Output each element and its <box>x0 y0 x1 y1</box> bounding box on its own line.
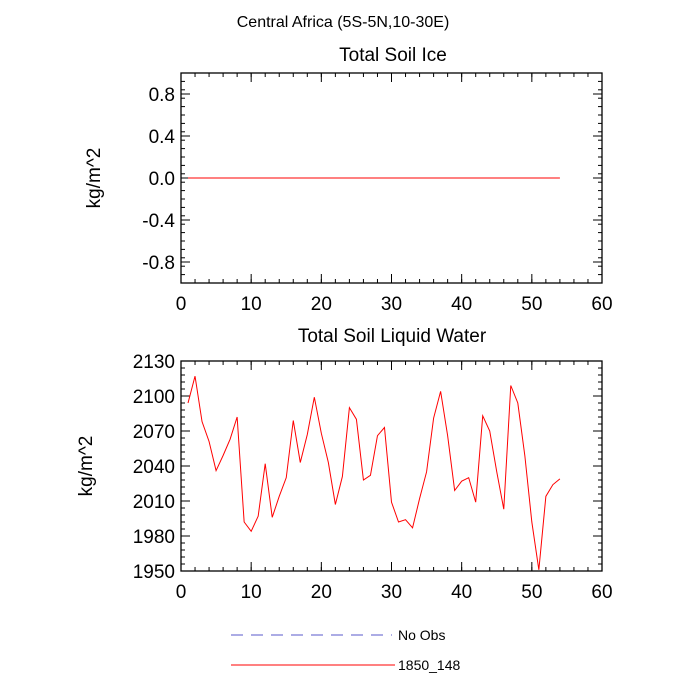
panel-total-soil-liquid-water: Total Soil Liquid Water kg/m^2 0 10 20 30 40… <box>76 326 613 603</box>
y-tick-label: 0.8 <box>149 85 175 106</box>
y-tick-label: 1950 <box>133 562 175 583</box>
y-tick-label: -0.4 <box>142 211 175 232</box>
x-tick-label: 0 <box>176 294 187 315</box>
x-tick-label: 10 <box>241 582 262 603</box>
panel-title: Total Soil Liquid Water <box>298 326 487 347</box>
y-tick-label: 2100 <box>133 387 175 408</box>
x-tick-label: 40 <box>451 582 472 603</box>
legend-label-no-obs: No Obs <box>398 627 445 643</box>
series-line-1850-148 <box>187 376 561 570</box>
x-tick-label: 20 <box>311 582 332 603</box>
axis-ticks: 0 10 20 30 40 50 60 -0.8 -0.4 0.0 0.4 0.8 <box>142 72 613 315</box>
legend-label-1850-148: 1850_148 <box>398 657 461 673</box>
x-tick-label: 60 <box>591 294 612 315</box>
figure-suptitle: Central Africa (5S-5N,10-30E) <box>237 14 450 31</box>
y-axis-label: kg/m^2 <box>84 148 105 209</box>
series-layer <box>187 376 561 570</box>
y-tick-label: 0.0 <box>149 169 175 190</box>
x-tick-label: 60 <box>591 582 612 603</box>
y-axis-label: kg/m^2 <box>76 436 97 497</box>
x-tick-label: 30 <box>381 294 402 315</box>
y-tick-label: 2010 <box>133 492 175 513</box>
x-tick-label: 10 <box>241 294 262 315</box>
y-tick-label: 0.4 <box>149 127 176 148</box>
y-tick-label: 2070 <box>133 422 175 443</box>
x-tick-label: 30 <box>381 582 402 603</box>
y-tick-label: 2130 <box>133 352 175 373</box>
legend: No Obs 1850_148 <box>231 627 461 673</box>
axis-ticks: 0 10 20 30 40 50 60 1950 1980 2010 2040 2070 2100 213… <box>133 352 613 603</box>
y-tick-label: -0.8 <box>142 253 175 274</box>
x-tick-label: 50 <box>521 294 542 315</box>
plot-frame <box>180 360 603 572</box>
y-tick-label: 2040 <box>133 457 175 478</box>
x-tick-label: 0 <box>176 582 187 603</box>
x-tick-label: 20 <box>311 294 332 315</box>
y-tick-label: 1980 <box>133 527 175 548</box>
x-tick-label: 40 <box>451 294 472 315</box>
panel-total-soil-ice: Total Soil Ice kg/m^2 0 10 20 30 40 50 60 -0.8 -… <box>84 45 613 315</box>
panel-title: Total Soil Ice <box>339 45 447 66</box>
plot-frame <box>180 72 603 284</box>
x-tick-label: 50 <box>521 582 542 603</box>
